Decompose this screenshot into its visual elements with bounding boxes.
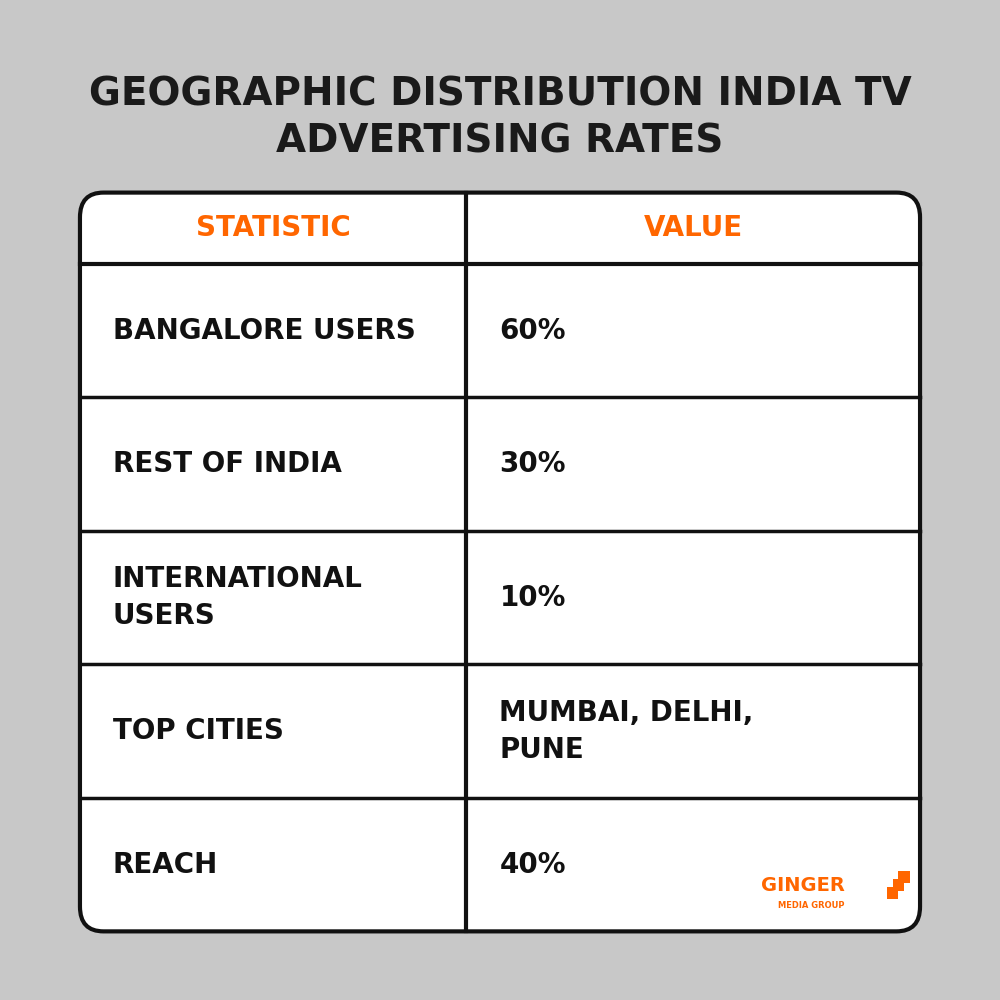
Text: MEDIA GROUP: MEDIA GROUP (778, 901, 845, 910)
Text: GEOGRAPHIC DISTRIBUTION INDIA TV
ADVERTISING RATES: GEOGRAPHIC DISTRIBUTION INDIA TV ADVERTI… (89, 76, 911, 161)
Text: STATISTIC: STATISTIC (196, 214, 351, 242)
Text: REACH: REACH (113, 851, 218, 879)
Text: 30%: 30% (499, 450, 566, 478)
Text: INTERNATIONAL
USERS: INTERNATIONAL USERS (113, 565, 363, 630)
FancyBboxPatch shape (887, 887, 898, 899)
Text: REST OF INDIA: REST OF INDIA (113, 450, 342, 478)
Text: MUMBAI, DELHI,
PUNE: MUMBAI, DELHI, PUNE (499, 699, 754, 764)
Text: 40%: 40% (499, 851, 566, 879)
Text: 60%: 60% (499, 317, 566, 345)
Text: TOP CITIES: TOP CITIES (113, 717, 284, 745)
Text: VALUE: VALUE (644, 214, 743, 242)
Text: 10%: 10% (499, 584, 566, 612)
FancyBboxPatch shape (80, 193, 920, 931)
Text: GINGER: GINGER (761, 876, 845, 895)
FancyBboxPatch shape (898, 871, 910, 883)
FancyBboxPatch shape (893, 879, 904, 891)
Text: BANGALORE USERS: BANGALORE USERS (113, 317, 416, 345)
